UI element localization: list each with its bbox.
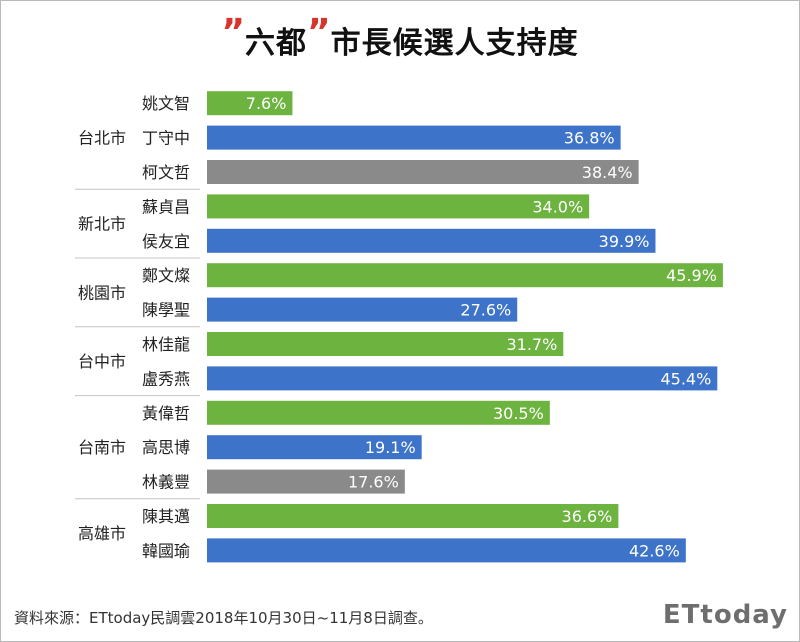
title-quote-right: ” <box>307 12 331 53</box>
bar <box>207 435 422 460</box>
city-label: 台中市 <box>78 352 126 371</box>
bar-value-label: 42.6% <box>629 541 680 560</box>
title-text-2: 市長候選人支持度 <box>330 26 579 61</box>
candidate-label: 高思博 <box>142 438 190 457</box>
candidate-label: 蘇貞昌 <box>142 197 190 216</box>
candidate-label: 韓國瑜 <box>142 541 190 560</box>
candidate-label: 姚文智 <box>142 94 190 113</box>
city-label: 高雄市 <box>78 524 126 543</box>
bar <box>207 160 639 184</box>
bar-value-label: 31.7% <box>506 335 557 354</box>
candidate-label: 丁守中 <box>142 129 190 148</box>
city-label: 桃園市 <box>78 283 126 302</box>
bar <box>207 366 718 391</box>
bar <box>207 469 405 494</box>
title-quote-left: ” <box>221 12 245 53</box>
bar-value-label: 36.6% <box>562 507 613 526</box>
candidate-label: 盧秀燕 <box>142 369 190 388</box>
candidate-label: 陳其邁 <box>142 507 190 526</box>
bar <box>207 125 621 150</box>
city-label: 新北市 <box>78 215 126 234</box>
bar-value-label: 30.5% <box>493 404 544 423</box>
watermark-logo: ETtoday <box>662 600 788 630</box>
candidate-label: 鄭文燦 <box>142 266 190 285</box>
bar-value-label: 36.8% <box>564 129 615 148</box>
candidate-label: 陳學聖 <box>142 301 190 320</box>
candidate-label: 黃偉哲 <box>142 404 190 423</box>
bar-value-label: 27.6% <box>460 301 511 320</box>
source-note: 資料來源：ETtoday民調雲2018年10月30日~11月8日調查。 <box>14 609 433 627</box>
bar <box>207 400 550 425</box>
bar <box>207 297 518 322</box>
bar-value-label: 45.4% <box>660 369 711 388</box>
candidate-label: 林義豐 <box>142 473 190 492</box>
title-text-1: 六都 <box>245 26 307 61</box>
bar-value-label: 7.6% <box>246 94 287 113</box>
bar-value-label: 39.9% <box>599 232 650 251</box>
bar <box>207 332 564 356</box>
bar-value-label: 38.4% <box>582 163 633 182</box>
bar-value-label: 19.1% <box>365 438 416 457</box>
bar-value-label: 34.0% <box>532 197 583 216</box>
candidate-label: 柯文哲 <box>142 163 190 182</box>
bar <box>207 538 686 563</box>
bar <box>207 228 656 253</box>
city-label: 台南市 <box>78 438 126 457</box>
bar <box>207 194 590 219</box>
bar <box>207 504 619 528</box>
bar-value-label: 45.9% <box>666 266 717 285</box>
candidate-label: 林佳龍 <box>142 335 190 354</box>
city-label: 台北市 <box>78 129 126 148</box>
candidate-label: 侯友宜 <box>142 232 190 251</box>
bar <box>207 263 723 288</box>
bar-value-label: 17.6% <box>348 473 399 492</box>
bar <box>207 91 293 116</box>
chart-title: ”六都”市長候選人支持度 <box>0 15 800 62</box>
